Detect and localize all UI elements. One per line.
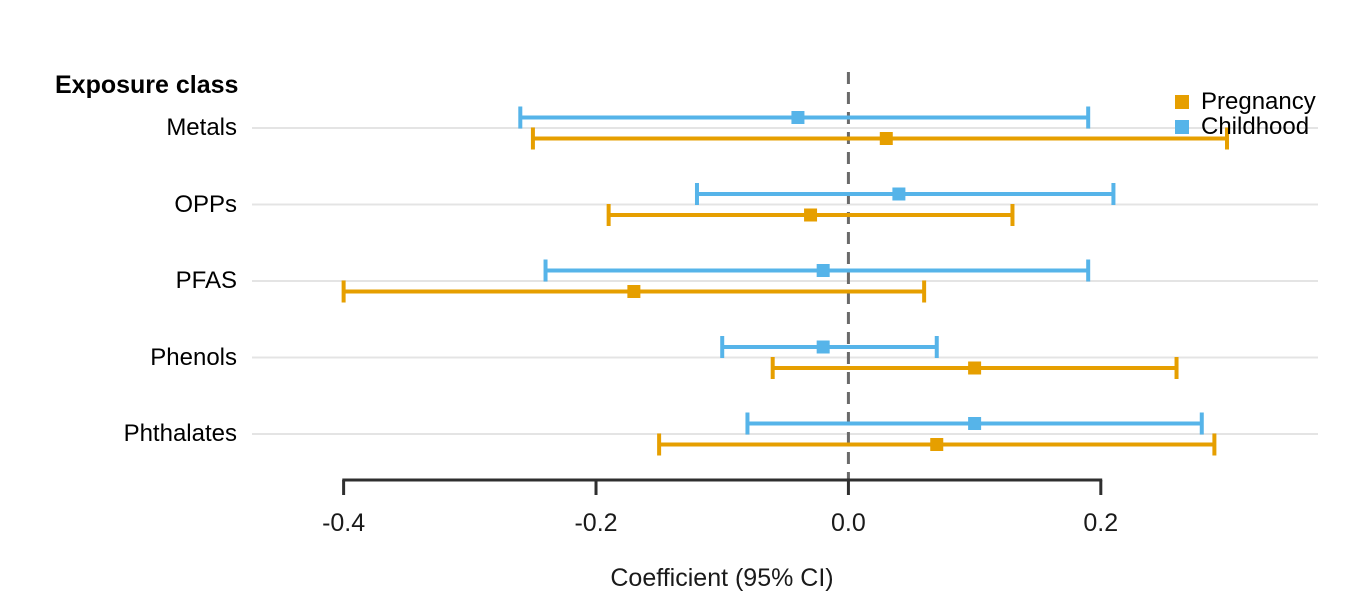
point-estimate-marker xyxy=(892,187,906,201)
point-estimate-marker xyxy=(879,132,893,145)
x-tick-label: 0.0 xyxy=(831,509,866,537)
x-axis-title: Coefficient (95% CI) xyxy=(610,564,834,592)
legend-label-childhood: Childhood xyxy=(1201,113,1310,140)
childhood-swatch-icon xyxy=(1175,119,1189,134)
series-childhood xyxy=(518,106,1204,435)
point-estimate-marker xyxy=(804,208,818,222)
x-tick-label: 0.2 xyxy=(1083,509,1119,537)
x-axis xyxy=(342,478,1103,495)
point-estimate-marker xyxy=(968,417,982,430)
gridlines xyxy=(252,127,1318,435)
point-estimate-marker xyxy=(816,340,830,354)
legend-label-pregnancy: Pregnancy xyxy=(1201,88,1316,115)
point-estimate-marker xyxy=(930,438,944,451)
x-tick-label: -0.4 xyxy=(322,509,366,537)
category-label-opps: OPPs xyxy=(174,190,237,218)
legend-item-childhood: Childhood xyxy=(1175,114,1316,139)
category-label-phthalates: Phthalates xyxy=(123,420,237,447)
category-label-metals: Metals xyxy=(166,114,237,141)
legend-item-pregnancy: Pregnancy xyxy=(1175,89,1316,114)
category-label-phenols: Phenols xyxy=(150,343,237,371)
category-label-pfas: PFAS xyxy=(175,267,237,294)
pregnancy-swatch-icon xyxy=(1175,94,1189,109)
legend: Pregnancy Childhood xyxy=(1175,89,1316,139)
point-estimate-marker xyxy=(791,111,805,124)
series-pregnancy xyxy=(341,127,1230,456)
point-estimate-marker xyxy=(968,361,982,375)
point-estimate-marker xyxy=(627,285,641,298)
x-tick-label: -0.2 xyxy=(574,509,618,537)
exposure-class-header: Exposure class xyxy=(55,71,239,99)
point-estimate-marker xyxy=(816,264,830,277)
